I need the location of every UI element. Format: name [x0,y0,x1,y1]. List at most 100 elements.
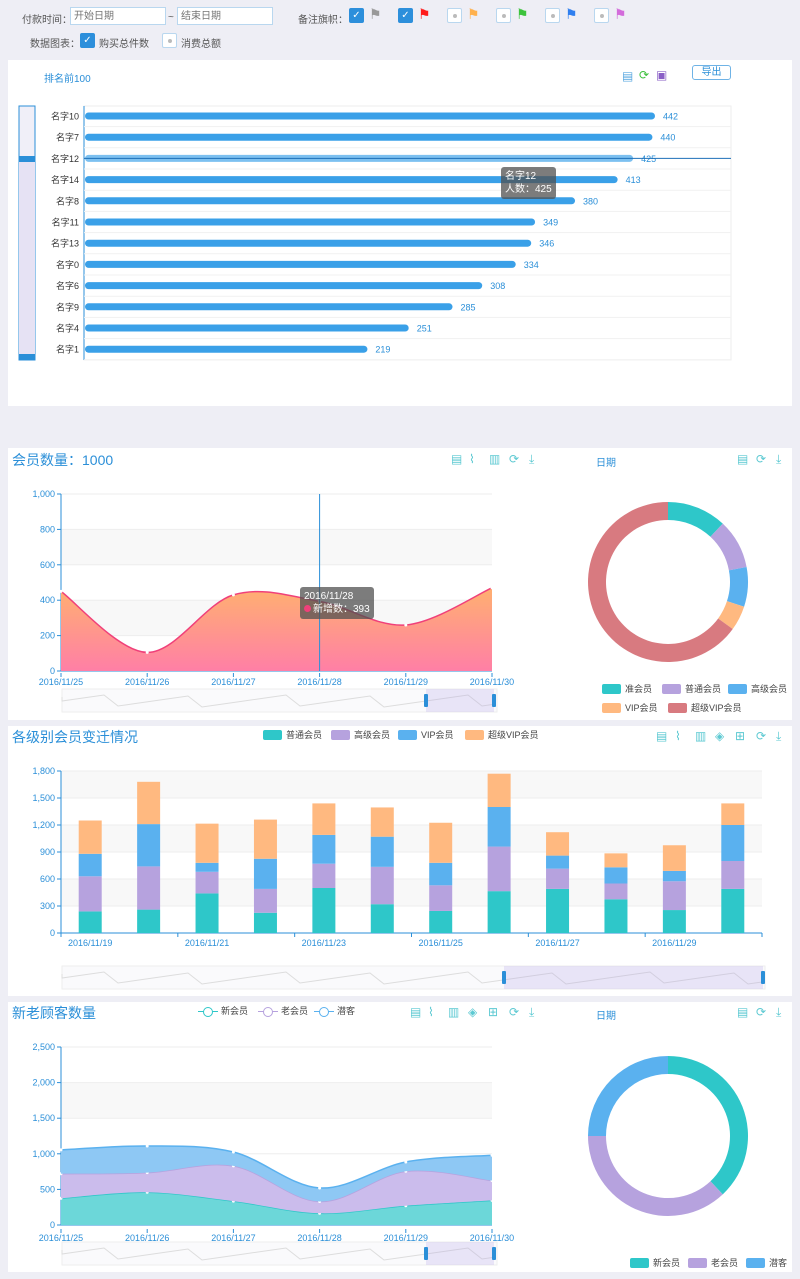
data-view-icon[interactable]: ▤ [622,69,634,83]
stacked-bar-segment[interactable] [546,832,570,856]
slider-handle[interactable] [492,694,496,707]
stacked-bar-segment[interactable] [429,885,453,911]
stacked-bar-segment[interactable] [78,911,102,933]
tiled-icon[interactable]: ⊞ [735,729,746,743]
stacked-bar-segment[interactable] [604,883,628,900]
stacked-bar-segment[interactable] [662,870,686,882]
stacked-bar-segment[interactable] [487,846,511,892]
slider-handle[interactable] [761,971,765,984]
stacked-bar-segment[interactable] [253,888,277,913]
legend-item[interactable]: VIP会员 [398,728,454,741]
pie-slice-高级会员[interactable] [726,567,749,607]
legend-item[interactable]: 高级会员 [331,728,390,741]
stacked-bar-segment[interactable] [429,862,453,886]
data-view-icon[interactable]: ▤ [451,452,463,466]
slider-handle[interactable] [502,971,506,984]
legend-item[interactable]: 超级VIP会员 [668,701,742,714]
stacked-bar-segment[interactable] [370,866,394,905]
end-date-input[interactable] [177,7,273,25]
flag-checkbox-1[interactable]: ✓ [398,8,413,23]
stacked-bar-segment[interactable] [253,819,277,859]
download-icon[interactable]: ⤓ [529,1005,535,1019]
legend-item[interactable]: 普通会员 [263,728,322,741]
stacked-bar-segment[interactable] [312,834,336,864]
stacked-bar-segment[interactable] [721,803,745,825]
export-button[interactable]: 导出 [692,65,731,80]
ranking-bar[interactable] [85,197,576,205]
slider-selected-range[interactable] [504,966,763,989]
refresh-icon[interactable]: ⟳ [639,68,650,82]
stacked-bar-segment[interactable] [662,881,686,911]
ranking-bar[interactable] [85,112,655,120]
stacked-bar-segment[interactable] [721,861,745,889]
ranking-bar[interactable] [85,324,409,332]
scroll-handle-bottom[interactable] [19,354,35,360]
flag-checkbox-2[interactable] [447,8,462,23]
legend-item[interactable]: VIP会员 [602,701,658,714]
stacked-bar-segment[interactable] [137,781,161,825]
data-view-icon[interactable]: ▤ [737,452,749,466]
stacked-bar-segment[interactable] [604,867,628,884]
stacked-bar-segment[interactable] [195,823,219,863]
stack-icon[interactable]: ◈ [715,729,725,743]
data-point[interactable] [490,1153,494,1157]
legend-item[interactable]: 老会员 [688,1256,738,1269]
slider-handle[interactable] [424,694,428,707]
data-point[interactable] [231,1150,235,1154]
download-icon[interactable]: ⤓ [776,729,782,743]
bar-chart-icon[interactable]: ▥ [695,729,707,743]
stacked-bar-segment[interactable] [78,853,102,877]
data-point[interactable] [145,1144,149,1148]
ranking-bar[interactable] [85,218,536,226]
stack-icon[interactable]: ◈ [468,1005,478,1019]
scroll-handle-top[interactable] [19,156,35,162]
stacked-bar-segment[interactable] [546,888,570,933]
stacked-bar-segment[interactable] [137,909,161,933]
stacked-bar-segment[interactable] [78,876,102,912]
ranking-bar[interactable] [85,133,653,141]
line-chart-icon[interactable]: ⌇ [469,452,475,466]
refresh-icon[interactable]: ⟳ [509,452,520,466]
flag-checkbox-3[interactable] [496,8,511,23]
pie-slice-老会员[interactable] [588,1136,723,1217]
refresh-icon[interactable]: ⟳ [756,452,767,466]
stacked-bar-segment[interactable] [312,863,336,888]
legend-item[interactable]: 新会员 [630,1256,680,1269]
legend-item[interactable]: 普通会员 [662,682,721,695]
refresh-icon[interactable]: ⟳ [756,1005,767,1019]
slider-selected-range[interactable] [426,1242,494,1265]
option-total-items-checkbox[interactable]: ✓ [80,33,95,48]
line-chart-icon[interactable]: ⌇ [675,729,681,743]
tiled-icon[interactable]: ⊞ [488,1005,499,1019]
stacked-bar-segment[interactable] [546,855,570,869]
ranking-bar[interactable] [85,282,483,290]
stacked-bar-segment[interactable] [370,836,394,867]
start-date-input[interactable] [70,7,166,25]
flag-checkbox-4[interactable] [545,8,560,23]
flag-checkbox-0[interactable]: ✓ [349,8,364,23]
stacked-bar-segment[interactable] [195,893,219,933]
bar-chart-icon[interactable]: ▥ [448,1005,460,1019]
stacked-bar-segment[interactable] [253,912,277,933]
stacked-bar-segment[interactable] [662,845,686,871]
legend-item[interactable]: 潜客 [314,1004,355,1017]
data-point[interactable] [59,589,63,593]
stacked-bar-segment[interactable] [429,822,453,863]
data-view-icon[interactable]: ▤ [656,729,668,743]
option-total-spend-checkbox[interactable] [162,33,177,48]
stacked-bar-segment[interactable] [195,871,219,894]
ranking-bar[interactable] [85,239,532,247]
stacked-bar-segment[interactable] [137,866,161,910]
bar-chart-icon[interactable]: ▥ [489,452,501,466]
ranking-bar[interactable] [85,345,368,353]
stacked-bar-segment[interactable] [195,862,219,872]
stacked-bar-segment[interactable] [487,891,511,933]
data-view-icon[interactable]: ▤ [410,1005,422,1019]
stacked-bar-segment[interactable] [721,888,745,933]
download-icon[interactable]: ⤓ [776,1005,782,1019]
pie-slice-准会员[interactable] [668,502,723,537]
data-point[interactable] [490,586,494,590]
legend-item[interactable]: 超级VIP会员 [465,728,539,741]
pie-slice-潜客[interactable] [588,1056,668,1136]
legend-item[interactable]: 潜客 [746,1256,787,1269]
